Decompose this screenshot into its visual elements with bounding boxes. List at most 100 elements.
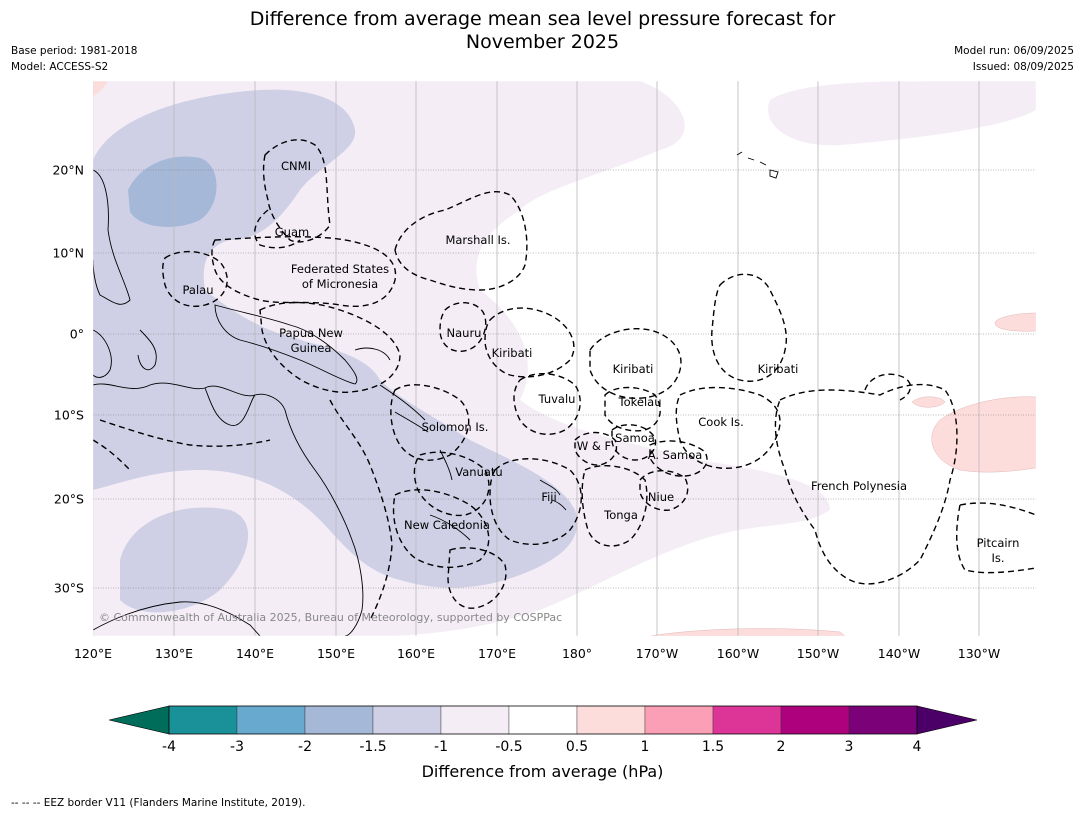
label-tokelau: Tokelau — [618, 395, 662, 409]
longitude-label: 170°E — [478, 646, 516, 661]
longitude-label: 150°E — [317, 646, 355, 661]
label-cnmi: CNMI — [281, 159, 311, 173]
contour-plus-0.5-small — [911, 396, 946, 408]
label-kiribati-west: Kiribati — [492, 346, 533, 360]
colorbar-swatch — [780, 705, 850, 735]
contour-minus-1-lower — [120, 507, 249, 613]
colorbar-tick-label: 1.5 — [702, 739, 724, 755]
contour-plus-0.5-corner — [93, 81, 108, 96]
colorbar-swatch — [168, 705, 238, 735]
label-guam: Guam — [275, 225, 309, 239]
eez-footnote: -- -- -- EEZ border V11 (Flanders Marine… — [11, 797, 306, 809]
coast-new-britain — [354, 347, 391, 361]
eez-kiribati-east — [711, 273, 787, 382]
coast-fiji — [539, 479, 567, 511]
colorbar-swatch — [304, 705, 374, 735]
longitude-label: 120°E — [74, 646, 112, 661]
eez-tuvalu — [513, 373, 581, 436]
eez-kiribati-central — [589, 328, 682, 399]
label-vanuatu: Vanuatu — [455, 465, 502, 479]
eez-vanuatu — [413, 451, 490, 517]
latitude-label: 30°S — [54, 581, 84, 596]
longitude-label: 160°E — [397, 646, 435, 661]
eez-tonga — [581, 465, 648, 547]
label-niue: Niue — [648, 490, 674, 504]
coast-hawaii — [736, 151, 779, 179]
colorbar-tick-label: -3 — [230, 739, 244, 755]
coast-solomon — [379, 384, 429, 433]
label-marshall: Marshall Is. — [445, 233, 510, 247]
longitude-label: 140°E — [236, 646, 274, 661]
base-period: Base period: 1981-2018 — [11, 45, 138, 57]
longitude-label: 160°W — [717, 646, 759, 661]
contour-minus-1.5 — [128, 156, 217, 227]
eez-niue — [639, 470, 689, 511]
longitude-label: 150°W — [797, 646, 839, 661]
latitude-label: 20°N — [52, 163, 84, 178]
coast-australia-south — [93, 601, 261, 636]
map-plot-area — [93, 81, 1036, 636]
eez-american-samoa — [649, 440, 708, 477]
colorbar-swatch — [508, 705, 578, 735]
label-nauru: Nauru — [447, 326, 482, 340]
label-png-2: Guinea — [291, 341, 332, 355]
label-solomon: Solomon Is. — [422, 420, 489, 434]
longitude-label: 170°W — [636, 646, 678, 661]
model-name: Model: ACCESS-S2 — [11, 61, 109, 73]
eez-nauru — [439, 302, 487, 352]
eez-palau — [162, 251, 228, 307]
label-kiribati-east: Kiribati — [758, 362, 799, 376]
label-french-polynesia: French Polynesia — [811, 479, 907, 493]
colorbar-swatch — [712, 705, 782, 735]
contour-plus-0.5-east — [931, 396, 1036, 473]
coast-new-guinea — [214, 304, 358, 385]
colorbar-swatch — [644, 705, 714, 735]
graticule — [93, 81, 1036, 636]
colorbar-tick-label: 2 — [777, 739, 786, 755]
metadata-right: Model run: 06/09/2025 Issued: 08/09/2025 — [954, 43, 1074, 75]
place-labels: CNMI Guam Marshall Is. Federated States … — [183, 159, 1020, 565]
latitude-label: 10°N — [52, 246, 84, 261]
colorbar-swatch — [236, 705, 306, 735]
longitude-label: 130°E — [155, 646, 193, 661]
eez-norfolk — [447, 547, 507, 609]
longitude-labels: 120°E 130°E 140°E 150°E 160°E 170°E 180° 170°W 1… — [74, 646, 1000, 661]
eez-png — [259, 301, 401, 393]
eez-cook — [675, 386, 781, 469]
copyright-notice: © Commonwealth of Australia 2025, Bureau… — [99, 611, 562, 624]
label-fsm-1: Federated States — [291, 262, 389, 276]
coast-australia-gulf — [204, 387, 256, 426]
latitude-label: 10°S — [54, 408, 84, 423]
label-kiribati-central: Kiribati — [613, 362, 654, 376]
colorbar-swatch — [576, 705, 646, 735]
colorbar-tick-label: -1.5 — [359, 739, 386, 755]
colorbar-tick-label: 1 — [641, 739, 650, 755]
eez-solomon — [390, 384, 470, 461]
label-pitcairn-2: Is. — [991, 551, 1004, 565]
eez-wallis-futuna — [574, 431, 618, 466]
issued-date: Issued: 08/09/2025 — [972, 61, 1074, 73]
eez-tokelau — [604, 386, 661, 432]
contour-minus-0.5-north — [768, 81, 1036, 146]
title-line-2: November 2025 — [465, 31, 620, 53]
label-american-samoa: A. Samoa — [648, 448, 703, 462]
colorbar-frame — [168, 705, 918, 735]
latitude-label: 20°S — [54, 492, 84, 507]
map-frame — [92, 80, 1037, 637]
eez-cnmi — [262, 139, 331, 243]
colorbar-swatch — [440, 705, 510, 735]
metadata-left: Base period: 1981-2018 Model: ACCESS-S2 — [11, 43, 137, 75]
colorbar-tick-label: -0.5 — [495, 739, 522, 755]
colorbar-tick-label: 3 — [845, 739, 854, 755]
coast-new-caledonia — [429, 514, 471, 541]
eez-french-polynesia — [774, 383, 958, 585]
eez-kiribati-west — [484, 307, 575, 378]
latitude-label: 0° — [70, 327, 84, 342]
colorbar-title: Difference from average (hPa) — [421, 762, 664, 781]
coast-borneo-sulawesi — [93, 329, 157, 378]
label-tonga: Tonga — [603, 508, 638, 522]
contour-minus-0.5 — [93, 81, 830, 636]
colorbar-swatch — [372, 705, 442, 735]
eez-australia-coral — [329, 399, 393, 621]
contour-minus-1 — [93, 89, 578, 588]
